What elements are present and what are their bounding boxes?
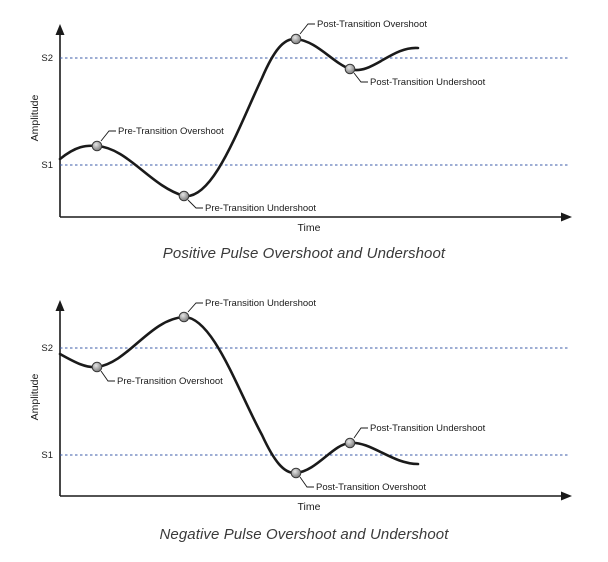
pre-transition-overshoot-marker [91,140,103,152]
pre-overshoot-leader [100,370,115,382]
post-undershoot-leader [353,427,368,439]
x-axis-label: Time [298,222,321,234]
y-axis-arrow [55,300,65,311]
x-axis-arrow [561,212,572,222]
negative-pulse-caption: Negative Pulse Overshoot and Undershoot [159,526,449,543]
s2-label: S2 [41,343,53,354]
pre-undershoot-leader [187,302,203,313]
x-axis-arrow [561,491,572,501]
post-transition-undershoot-marker [344,437,356,449]
pre-transition-overshoot-marker [91,361,103,373]
y-axis-label: Amplitude [29,374,41,421]
post-transition-overshoot-label: Post-Transition Overshoot [317,19,427,30]
negative-pulse-waveform [58,315,420,475]
post-overshoot-leader [299,23,315,35]
pre-transition-overshoot-label: Pre-Transition Overshoot [117,376,223,387]
post-transition-undershoot-marker [344,63,356,75]
post-undershoot-leader [353,72,368,83]
post-transition-undershoot-label: Post-Transition Undershoot [370,77,486,88]
pre-transition-undershoot-marker [178,311,190,323]
pre-transition-undershoot-marker [178,190,190,202]
post-transition-overshoot-marker [290,33,302,45]
y-axis-label: Amplitude [29,95,41,142]
pre-overshoot-leader [100,130,116,142]
negative-pulse-diagram: S2 S1 Amplitude Time Pre-Transition Unde… [29,298,572,513]
post-transition-overshoot-marker [290,467,302,479]
pre-transition-undershoot-label: Pre-Transition Undershoot [205,203,316,214]
post-transition-overshoot-label: Post-Transition Overshoot [316,482,426,493]
s1-label: S1 [41,450,53,461]
post-overshoot-leader [299,476,314,488]
s1-label: S1 [41,160,53,171]
pre-undershoot-leader [187,199,203,209]
pre-transition-overshoot-label: Pre-Transition Overshoot [118,126,224,137]
pre-transition-undershoot-label: Pre-Transition Undershoot [205,298,316,309]
positive-pulse-panel: S2 S1 Amplitude Time Pre-Transition Over… [29,19,572,262]
x-axis-label: Time [298,501,321,513]
negative-pulse-panel: S2 S1 Amplitude Time Pre-Transition Unde… [0,281,608,562]
s2-label: S2 [41,53,53,64]
post-transition-undershoot-label: Post-Transition Undershoot [370,423,486,434]
positive-pulse-diagram: S2 S1 Amplitude Time Pre-Transition Over… [29,19,572,234]
positive-pulse-waveform [58,37,420,198]
y-axis-arrow [55,24,65,35]
positive-pulse-caption: Positive Pulse Overshoot and Undershoot [162,245,446,262]
